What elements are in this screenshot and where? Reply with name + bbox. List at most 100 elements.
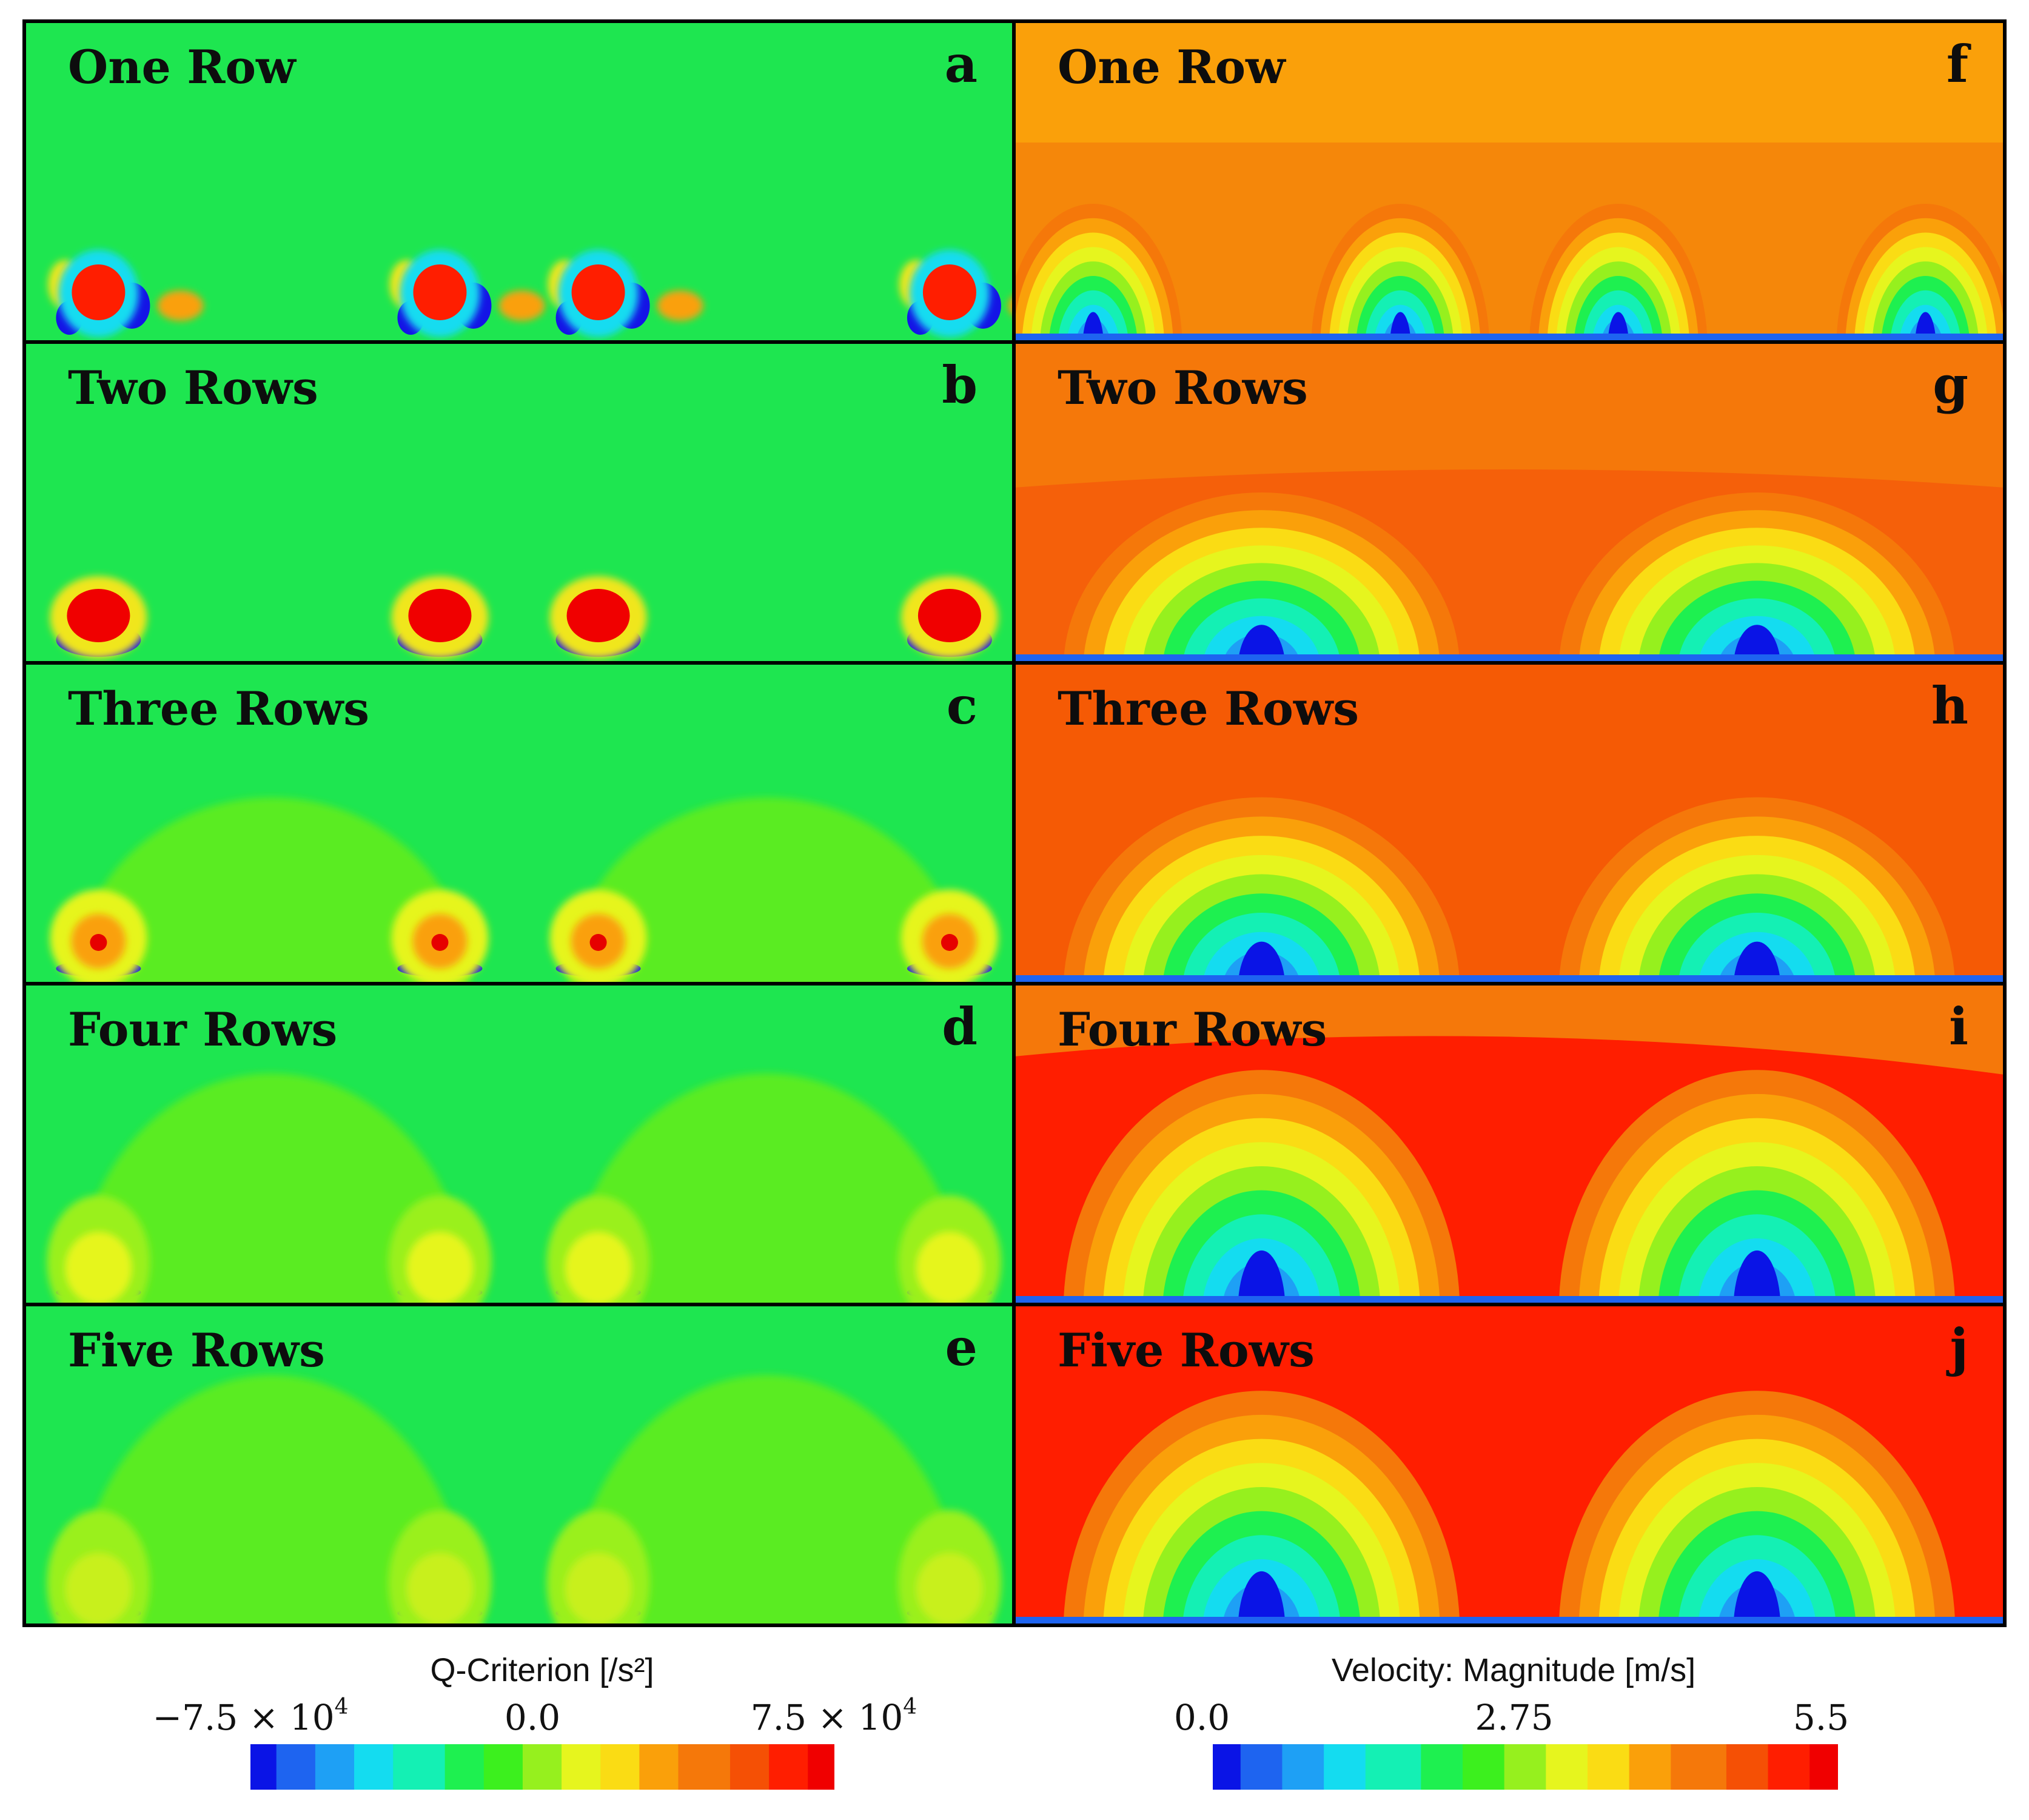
panel-letter: h xyxy=(1931,676,1968,736)
panel-b-field xyxy=(24,342,1014,663)
colorbar-swatch xyxy=(393,1744,407,1790)
colorbar-swatch xyxy=(1310,1744,1325,1790)
colorbar-swatch xyxy=(1213,1744,1227,1790)
colorbar-swatch xyxy=(587,1744,602,1790)
colorbar-tick-label: 0.0 xyxy=(505,1697,560,1738)
panel-h-field xyxy=(1014,663,2005,984)
panel-title: Five Rows xyxy=(1058,1323,1315,1377)
panel-title: Five Rows xyxy=(68,1323,325,1377)
q-core xyxy=(431,934,449,951)
colorbar-swatch xyxy=(1782,1744,1797,1790)
colorbar-tick-label: 2.75 xyxy=(1475,1697,1553,1738)
colorbar-swatch xyxy=(1393,1744,1408,1790)
colorbar-swatch xyxy=(1712,1744,1727,1790)
panel-letter: a xyxy=(945,34,978,94)
panel-letter: g xyxy=(1933,355,1968,415)
panel-j: Five Rows j xyxy=(1014,1305,2005,1625)
colorbar-swatch xyxy=(1726,1744,1741,1790)
colorbar-swatch xyxy=(418,1744,433,1790)
colorbar-tick-label: 7.5 × 104 xyxy=(751,1694,917,1738)
colorbar-swatch xyxy=(1476,1744,1491,1790)
colorbar-tick-label: 5.5 xyxy=(1793,1697,1849,1738)
q-blob xyxy=(657,290,703,321)
panel-e: Five Rows e xyxy=(24,1305,1014,1625)
colorbar-swatch xyxy=(639,1744,653,1790)
velocity-contour xyxy=(1733,625,1781,663)
colorbar-swatch xyxy=(613,1744,627,1790)
q-dome xyxy=(73,1073,470,1305)
colorbar-swatch xyxy=(1643,1744,1658,1790)
panel-c: Three Rows c xyxy=(24,663,1014,984)
colorbar-swatch xyxy=(1615,1744,1630,1790)
panel-j-field xyxy=(1014,1305,2005,1625)
colorbar-swatch xyxy=(328,1744,342,1790)
colorbar-swatch xyxy=(717,1744,731,1790)
panel-title: One Row xyxy=(1058,40,1286,94)
velocity-contour xyxy=(1238,1571,1286,1625)
colorbar-q: Q-Criterion [/s²] −7.5 × 104 0.0 7.5 × 104 xyxy=(152,1652,917,1790)
colorbar-swatch xyxy=(1254,1744,1269,1790)
colorbar-swatch xyxy=(1449,1744,1463,1790)
velocity-contour xyxy=(1733,941,1781,984)
q-blob xyxy=(498,290,545,321)
q-core xyxy=(408,589,472,642)
panel-title: Three Rows xyxy=(1058,682,1359,736)
q-blob xyxy=(565,1553,632,1625)
colorbar-swatch xyxy=(315,1744,329,1790)
panel-h: Three Rows h xyxy=(1014,663,2005,984)
q-core xyxy=(941,934,958,951)
colorbar-swatch xyxy=(1463,1744,1477,1790)
panel-a: One Row a xyxy=(24,21,1014,342)
colorbar-swatch xyxy=(276,1744,290,1790)
colorbar-swatch xyxy=(1809,1744,1825,1790)
wall-layer xyxy=(1014,1617,2005,1625)
q-core xyxy=(566,589,630,642)
colorbar-swatch xyxy=(1574,1744,1588,1790)
panel-letter: c xyxy=(947,676,978,736)
q-dome xyxy=(568,798,965,984)
colorbar-swatch xyxy=(794,1744,809,1790)
colorbar-swatch xyxy=(522,1744,537,1790)
colorbar-swatch xyxy=(1671,1744,1686,1790)
q-blob xyxy=(406,1232,474,1305)
velocity-contour xyxy=(1733,1250,1781,1305)
q-blob xyxy=(65,1232,132,1305)
panel-letter: e xyxy=(945,1317,978,1377)
colorbar-swatch xyxy=(1685,1744,1700,1790)
q-core xyxy=(917,589,981,642)
panel-f-field xyxy=(1014,21,2005,342)
wall-layer xyxy=(1014,654,2005,663)
colorbar-swatch xyxy=(1518,1744,1533,1790)
colorbar-swatch xyxy=(769,1744,783,1790)
colorbar-swatch xyxy=(432,1744,446,1790)
colorbar-swatch xyxy=(354,1744,368,1790)
wall-layer xyxy=(1014,334,2005,342)
q-core xyxy=(589,934,607,951)
colorbar-swatch xyxy=(678,1744,692,1790)
colorbar-title: Velocity: Magnitude [m/s] xyxy=(1332,1652,1695,1688)
wall-layer xyxy=(1014,1296,2005,1305)
colorbar-swatch xyxy=(1421,1744,1436,1790)
colorbar-swatch xyxy=(497,1744,511,1790)
q-blob xyxy=(565,1232,632,1305)
q-core xyxy=(571,264,625,320)
panel-letter: d xyxy=(942,996,978,1056)
q-dome xyxy=(568,1375,965,1625)
field-background xyxy=(24,21,1014,342)
colorbar-swatch xyxy=(535,1744,549,1790)
panel-g-field xyxy=(1014,342,2005,663)
panel-letter: b xyxy=(942,355,978,415)
colorbar-swatch xyxy=(1588,1744,1602,1790)
colorbar-swatch xyxy=(289,1744,303,1790)
colorbar-swatch xyxy=(562,1744,575,1790)
q-core xyxy=(72,264,126,320)
q-core xyxy=(67,589,130,642)
colorbar-swatch xyxy=(1240,1744,1255,1790)
panel-title: Four Rows xyxy=(1058,1002,1327,1056)
colorbar-swatch xyxy=(406,1744,420,1790)
colorbar-swatch xyxy=(1407,1744,1422,1790)
panel-title: One Row xyxy=(68,40,297,94)
colorbar-v: Velocity: Magnitude [m/s] 0.0 2.75 5.5 xyxy=(1174,1652,1849,1790)
q-dome xyxy=(568,1073,965,1305)
